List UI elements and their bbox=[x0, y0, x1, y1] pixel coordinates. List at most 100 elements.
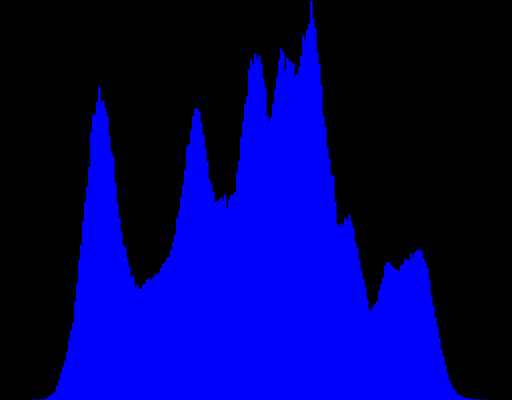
histogram-bar bbox=[346, 220, 349, 400]
histogram-bar bbox=[74, 301, 77, 400]
histogram-bar bbox=[242, 121, 245, 400]
histogram-bar bbox=[298, 66, 301, 400]
histogram-bar bbox=[282, 52, 285, 400]
histogram-bar bbox=[348, 214, 351, 400]
histogram-bar bbox=[186, 146, 189, 400]
histogram-bar bbox=[172, 241, 175, 400]
histogram-bar bbox=[350, 221, 353, 400]
histogram-bar bbox=[462, 397, 465, 400]
histogram-bar bbox=[324, 126, 327, 400]
histogram-bar bbox=[448, 380, 451, 400]
histogram-bar bbox=[96, 102, 99, 400]
histogram-bar bbox=[408, 261, 411, 400]
histogram-bar bbox=[220, 197, 223, 400]
histogram-bar bbox=[322, 115, 325, 400]
histogram-bar bbox=[104, 108, 107, 400]
histogram-bar bbox=[428, 279, 431, 400]
histogram-bar bbox=[342, 226, 345, 400]
histogram-bar bbox=[328, 158, 331, 400]
histogram-bar bbox=[336, 224, 339, 400]
histogram-bar bbox=[440, 349, 443, 400]
histogram-bar bbox=[450, 384, 453, 400]
histogram-bar bbox=[48, 396, 51, 400]
histogram-bar bbox=[340, 223, 343, 400]
histogram-bar bbox=[52, 393, 55, 400]
histogram-bar bbox=[404, 258, 407, 400]
histogram-bar bbox=[316, 52, 319, 400]
histogram-bar bbox=[106, 115, 109, 400]
histogram-bar bbox=[384, 265, 387, 400]
histogram-bar bbox=[198, 111, 201, 400]
histogram-bar bbox=[54, 392, 57, 400]
histogram-bar bbox=[262, 78, 265, 400]
histogram-bar bbox=[144, 283, 147, 400]
histogram-bar bbox=[272, 103, 275, 400]
histogram-bar bbox=[246, 96, 249, 400]
histogram-bar bbox=[264, 88, 267, 400]
histogram-bar bbox=[72, 322, 75, 400]
histogram-bar bbox=[50, 395, 53, 400]
histogram-bar bbox=[280, 48, 283, 400]
histogram-bar bbox=[410, 253, 413, 400]
histogram-bar bbox=[150, 279, 153, 400]
histogram-bar bbox=[426, 268, 429, 400]
histogram-bar bbox=[464, 398, 467, 400]
histogram-bar bbox=[398, 270, 401, 400]
histogram-bar bbox=[158, 272, 161, 400]
histogram-bar bbox=[178, 210, 181, 400]
histogram-bar bbox=[300, 55, 303, 400]
histogram-bar bbox=[112, 157, 115, 400]
histogram-bar bbox=[418, 249, 421, 400]
histogram-bar bbox=[230, 195, 233, 400]
histogram-bar bbox=[154, 273, 157, 400]
histogram-bar bbox=[76, 283, 79, 400]
histogram-bar bbox=[456, 394, 459, 400]
histogram-bar bbox=[332, 176, 335, 400]
histogram-bar bbox=[468, 398, 471, 400]
histogram-bar bbox=[124, 247, 127, 400]
histogram-bar bbox=[238, 161, 241, 400]
histogram-bar bbox=[102, 100, 105, 400]
histogram-bar bbox=[138, 289, 141, 400]
histogram-bar bbox=[82, 221, 85, 400]
histogram-bar bbox=[140, 288, 143, 400]
histogram-bar bbox=[372, 306, 375, 400]
histogram-bar bbox=[444, 365, 447, 400]
histogram-bar bbox=[250, 59, 253, 400]
histogram-bar bbox=[228, 199, 231, 400]
histogram-bar bbox=[406, 259, 409, 400]
histogram-bar bbox=[312, 17, 315, 400]
histogram-bar bbox=[136, 284, 139, 400]
histogram-bar bbox=[170, 250, 173, 400]
histogram-bar bbox=[266, 115, 269, 400]
histogram-bar bbox=[98, 86, 101, 400]
histogram-bar bbox=[210, 184, 213, 400]
histogram-bar bbox=[128, 266, 131, 400]
histogram-bar bbox=[168, 256, 171, 400]
histogram-bar bbox=[378, 290, 381, 400]
histogram-bar bbox=[254, 53, 257, 400]
histogram-bar bbox=[202, 134, 205, 400]
histogram-bar bbox=[252, 64, 255, 400]
histogram-bar bbox=[386, 262, 389, 400]
histogram-bar bbox=[326, 147, 329, 400]
histogram-bar bbox=[58, 379, 61, 400]
histogram-bar bbox=[236, 171, 239, 400]
histogram-bar bbox=[218, 199, 221, 400]
histogram-bar bbox=[360, 270, 363, 400]
histogram-bars bbox=[26, 1, 493, 400]
histogram-bar bbox=[274, 89, 277, 400]
histogram-bar bbox=[268, 121, 271, 400]
histogram-bar bbox=[364, 286, 367, 400]
histogram-bar bbox=[432, 305, 435, 400]
histogram-bar bbox=[362, 278, 365, 400]
histogram-bar bbox=[214, 201, 217, 400]
histogram-bar bbox=[388, 262, 391, 400]
histogram-bar bbox=[90, 131, 93, 400]
histogram-bar bbox=[334, 201, 337, 400]
histogram-bar bbox=[374, 304, 377, 400]
histogram-bar bbox=[382, 277, 385, 400]
histogram-bar bbox=[190, 130, 193, 400]
histogram-bar bbox=[356, 248, 359, 400]
histogram-bar bbox=[240, 136, 243, 400]
